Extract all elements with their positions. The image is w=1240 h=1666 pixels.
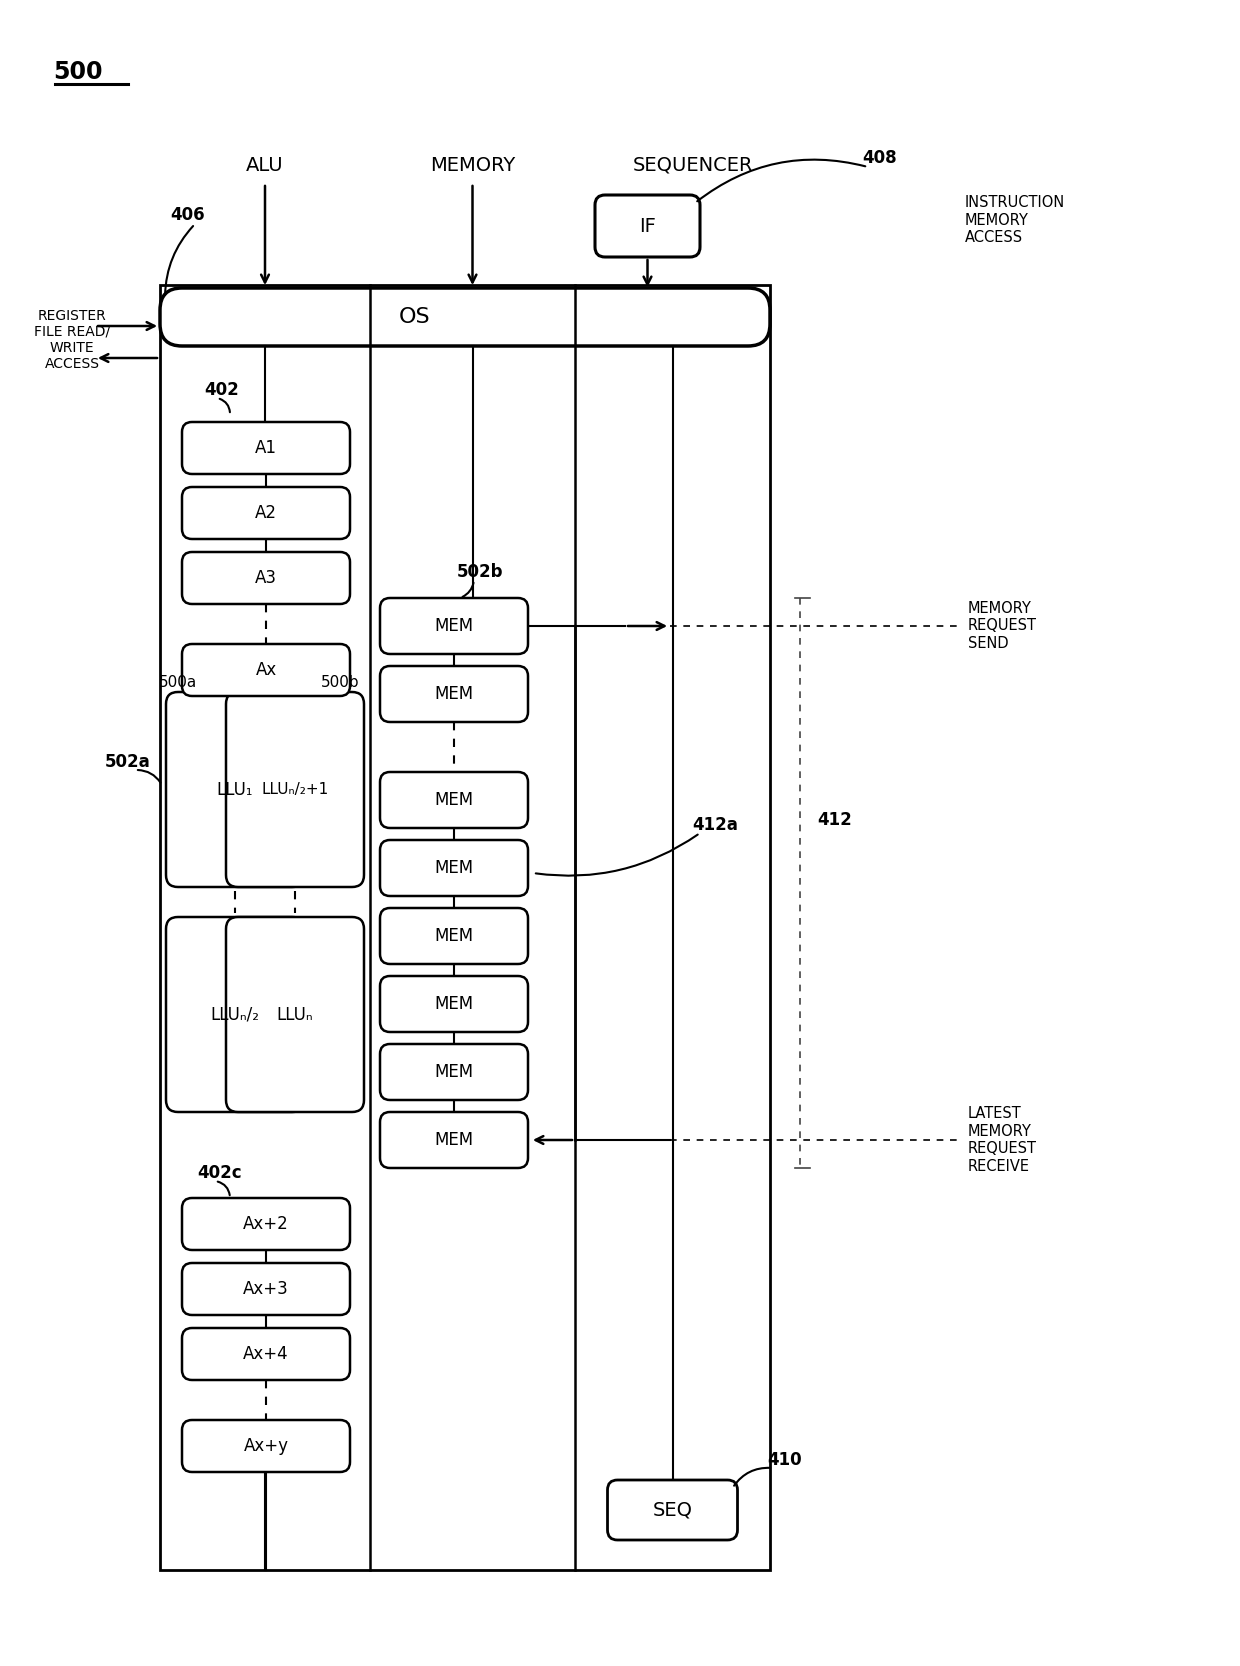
Text: 412a: 412a <box>692 816 738 835</box>
FancyBboxPatch shape <box>160 288 770 347</box>
Text: MEM: MEM <box>434 685 474 703</box>
FancyBboxPatch shape <box>379 598 528 655</box>
Text: LATEST
MEMORY
REQUEST
RECEIVE: LATEST MEMORY REQUEST RECEIVE <box>968 1106 1037 1173</box>
Text: INSTRUCTION
MEMORY
ACCESS: INSTRUCTION MEMORY ACCESS <box>965 195 1065 245</box>
FancyBboxPatch shape <box>182 645 350 696</box>
Text: ALU: ALU <box>247 155 284 175</box>
FancyBboxPatch shape <box>379 840 528 896</box>
Text: SEQUENCER: SEQUENCER <box>632 155 753 175</box>
Text: MEM: MEM <box>434 995 474 1013</box>
Text: 412: 412 <box>817 811 852 830</box>
Text: A2: A2 <box>255 505 277 521</box>
FancyBboxPatch shape <box>182 486 350 540</box>
Text: Ax+2: Ax+2 <box>243 1215 289 1233</box>
Text: LLUₙ/₂: LLUₙ/₂ <box>211 1006 259 1023</box>
Text: OS: OS <box>399 307 430 327</box>
Text: IF: IF <box>639 217 656 235</box>
Text: LLUₙ: LLUₙ <box>277 1006 314 1023</box>
Text: 402c: 402c <box>197 1165 242 1181</box>
Text: Ax+3: Ax+3 <box>243 1279 289 1298</box>
Bar <box>160 285 770 1569</box>
FancyBboxPatch shape <box>379 976 528 1031</box>
FancyBboxPatch shape <box>182 551 350 605</box>
FancyBboxPatch shape <box>166 916 304 1111</box>
Text: 500a: 500a <box>159 675 197 690</box>
Text: Ax+y: Ax+y <box>243 1438 289 1454</box>
Text: MEM: MEM <box>434 616 474 635</box>
Text: 500b: 500b <box>321 675 360 690</box>
Text: A1: A1 <box>255 440 277 456</box>
Text: Ax+4: Ax+4 <box>243 1344 289 1363</box>
Text: 500: 500 <box>53 60 103 83</box>
Text: A3: A3 <box>255 570 277 586</box>
Text: 408: 408 <box>863 148 898 167</box>
Text: Ax: Ax <box>255 661 277 680</box>
Text: REGISTER
FILE READ/
WRITE
ACCESS: REGISTER FILE READ/ WRITE ACCESS <box>33 308 110 372</box>
Text: 502a: 502a <box>105 753 151 771</box>
FancyBboxPatch shape <box>226 916 365 1111</box>
FancyBboxPatch shape <box>182 1328 350 1379</box>
Text: MEMORY: MEMORY <box>430 155 515 175</box>
FancyBboxPatch shape <box>608 1479 738 1539</box>
FancyBboxPatch shape <box>182 1263 350 1314</box>
Text: LLU₁: LLU₁ <box>217 780 253 798</box>
FancyBboxPatch shape <box>379 1045 528 1100</box>
FancyBboxPatch shape <box>182 421 350 475</box>
Text: MEM: MEM <box>434 926 474 945</box>
FancyBboxPatch shape <box>379 1111 528 1168</box>
FancyBboxPatch shape <box>379 908 528 965</box>
FancyBboxPatch shape <box>379 666 528 721</box>
FancyBboxPatch shape <box>182 1419 350 1473</box>
Text: MEM: MEM <box>434 791 474 810</box>
Text: 406: 406 <box>171 207 206 223</box>
Text: LLUₙ/₂+1: LLUₙ/₂+1 <box>262 781 329 796</box>
FancyBboxPatch shape <box>182 1198 350 1250</box>
Text: SEQ: SEQ <box>652 1501 692 1519</box>
Text: MEM: MEM <box>434 1131 474 1150</box>
FancyBboxPatch shape <box>595 195 701 257</box>
Text: 502b: 502b <box>456 563 503 581</box>
Text: 402: 402 <box>205 382 239 398</box>
Text: MEM: MEM <box>434 1063 474 1081</box>
Text: MEM: MEM <box>434 860 474 876</box>
FancyBboxPatch shape <box>379 771 528 828</box>
Text: 410: 410 <box>768 1451 802 1469</box>
Text: MEMORY
REQUEST
SEND: MEMORY REQUEST SEND <box>968 601 1037 651</box>
FancyBboxPatch shape <box>166 691 304 886</box>
FancyBboxPatch shape <box>226 691 365 886</box>
